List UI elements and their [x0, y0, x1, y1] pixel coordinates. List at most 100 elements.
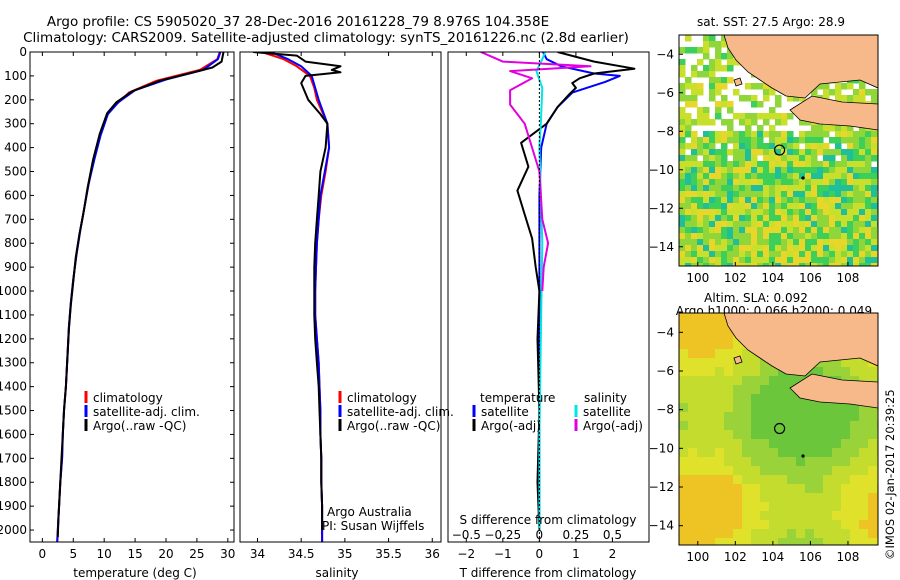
map-cell	[850, 520, 860, 530]
map-cell	[685, 191, 692, 198]
map-cell	[691, 95, 698, 102]
map-cell	[685, 155, 692, 162]
map-cell	[688, 520, 698, 530]
map-cell	[697, 313, 707, 323]
map-cell	[745, 119, 752, 126]
map-cell	[697, 430, 707, 440]
christmas-island	[801, 176, 805, 180]
map-cell	[817, 173, 824, 180]
y-tick-label: 600	[4, 188, 27, 202]
map-cell	[832, 403, 842, 413]
map-cell	[691, 137, 698, 144]
map-cell	[853, 245, 860, 252]
map-cell	[757, 83, 764, 90]
map-cell	[751, 251, 758, 258]
map-cell	[751, 403, 761, 413]
map-cell	[751, 538, 761, 545]
map-cell	[814, 502, 824, 512]
y-tick-label: 1000	[0, 284, 27, 298]
map-cell	[817, 245, 824, 252]
map-cell	[709, 89, 716, 96]
map-cell	[709, 215, 716, 222]
map-cell	[679, 71, 686, 78]
map-cell	[823, 493, 833, 503]
map-cell	[697, 466, 707, 476]
map-cell	[775, 263, 782, 266]
map-cell	[763, 143, 770, 150]
x-tick-label: 10	[97, 547, 112, 561]
map-cell	[745, 161, 752, 168]
map-cell	[688, 511, 698, 521]
map-cell	[679, 239, 686, 246]
map-cell	[832, 457, 842, 467]
map-cell	[763, 89, 770, 96]
map-cell	[733, 251, 740, 258]
map-cell	[721, 101, 728, 108]
map-cell	[829, 191, 836, 198]
map-cell	[805, 173, 812, 180]
map-cell	[805, 149, 812, 156]
map-cell	[775, 215, 782, 222]
map-cell	[778, 394, 788, 404]
map-cell	[763, 251, 770, 258]
legend-label-argo: Argo(..raw -QC)	[347, 419, 440, 433]
map-cell	[691, 71, 698, 78]
map-cell	[685, 263, 692, 266]
map-cell	[724, 430, 734, 440]
x-tick-label: 15	[127, 547, 142, 561]
map-cell	[799, 155, 806, 162]
map-cell	[805, 421, 815, 431]
map-cell	[679, 47, 686, 54]
map-cell	[703, 179, 710, 186]
map-cell	[775, 233, 782, 240]
map-cell	[715, 191, 722, 198]
map-cell	[835, 203, 842, 210]
x-tick-label: 102	[724, 271, 747, 285]
map-cell	[778, 439, 788, 449]
christmas-island	[801, 454, 805, 458]
map-cell	[778, 466, 788, 476]
map-cell	[742, 493, 752, 503]
map-cell	[724, 457, 734, 467]
map-cell	[715, 475, 725, 485]
map-cell	[814, 466, 824, 476]
map-cell	[706, 322, 716, 332]
map-cell	[871, 137, 878, 144]
map-cell	[757, 257, 764, 264]
map-cell	[829, 179, 836, 186]
map-cell	[742, 457, 752, 467]
map-cell	[793, 155, 800, 162]
map-cell	[868, 430, 878, 440]
map-cell	[697, 340, 707, 350]
y-tick-label: 1400	[0, 380, 27, 394]
map-cell	[691, 221, 698, 228]
map-cell	[775, 131, 782, 138]
map-cell	[727, 161, 734, 168]
map-cell	[805, 251, 812, 258]
map-cell	[811, 197, 818, 204]
map-cell	[796, 538, 806, 545]
map-cell	[697, 257, 704, 264]
map-cell	[829, 227, 836, 234]
map-cell	[745, 143, 752, 150]
map-cell	[859, 457, 869, 467]
map-cell	[859, 161, 866, 168]
map-cell	[763, 257, 770, 264]
map-cell	[859, 520, 869, 530]
map-cell	[691, 65, 698, 72]
x-tick-label-top: −0.5	[452, 528, 481, 542]
y-tick-label: 1200	[0, 332, 27, 346]
map-cell	[835, 161, 842, 168]
map-cell	[835, 197, 842, 204]
map-cell	[832, 412, 842, 422]
map-cell	[703, 155, 710, 162]
map-cell	[823, 233, 830, 240]
map-cell	[799, 257, 806, 264]
map-cell	[832, 538, 842, 545]
x-tick-label: 108	[837, 550, 860, 564]
map-cell	[757, 191, 764, 198]
map-cell	[868, 403, 878, 413]
x-tick-label: 108	[837, 271, 860, 285]
map-cell	[688, 448, 698, 458]
map-cell	[811, 251, 818, 258]
